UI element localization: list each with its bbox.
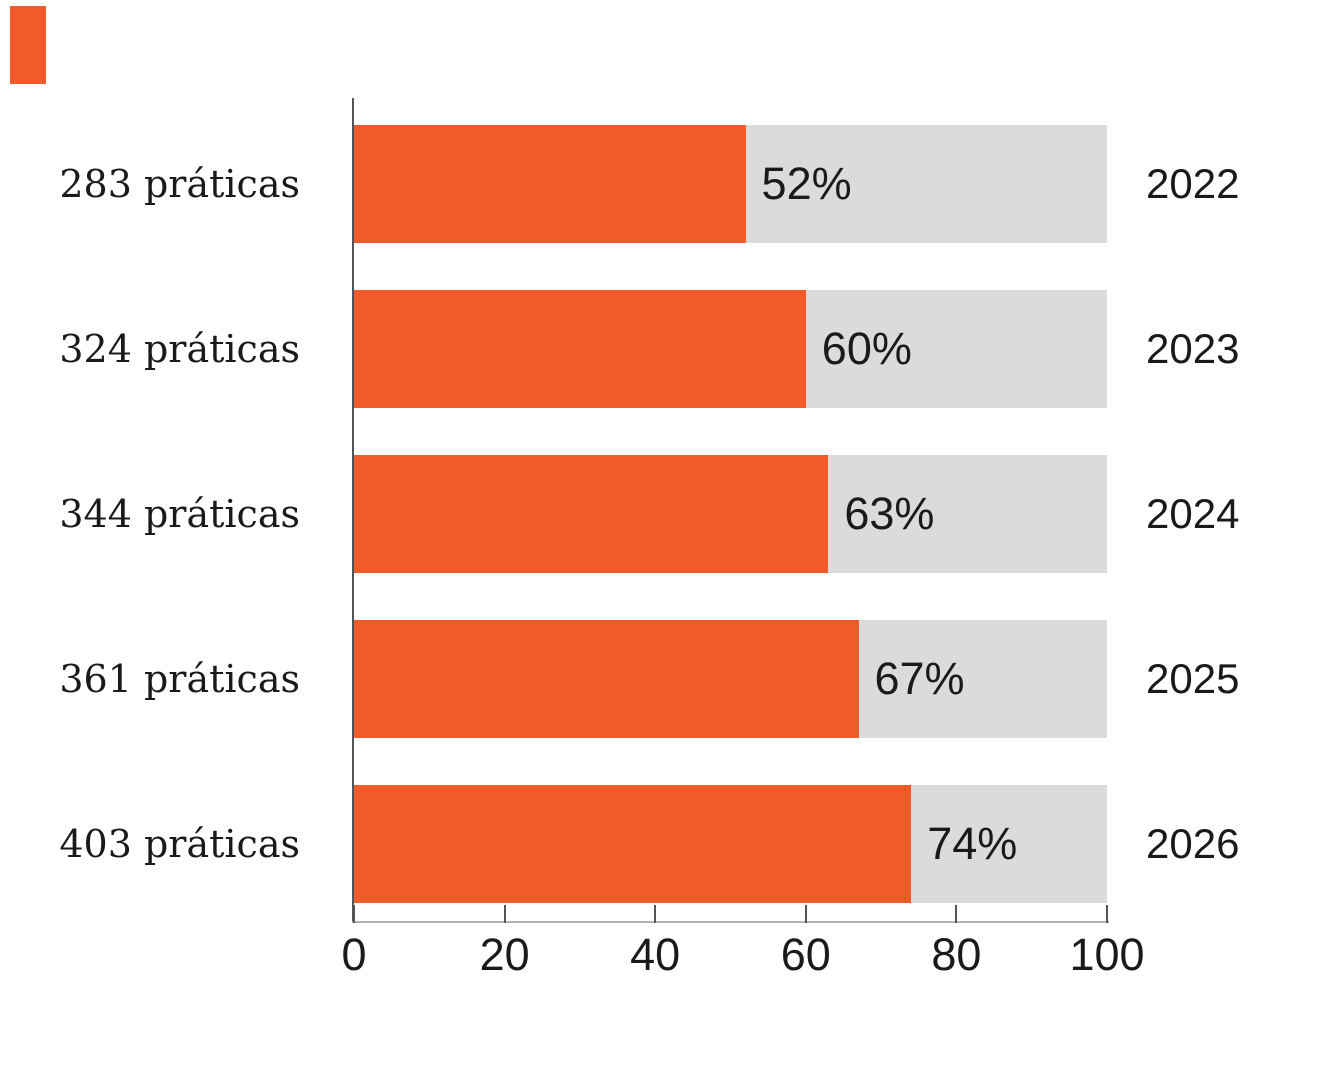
bar-row: 344 práticas 63% 2024 <box>0 455 1319 573</box>
bar-track: 60% <box>354 290 1107 408</box>
category-count-label: 361 práticas <box>59 657 300 701</box>
x-axis-tick <box>503 905 506 923</box>
bar-value-label: 67% <box>874 653 965 704</box>
category-count-label: 324 práticas <box>59 327 300 371</box>
bar-value-label: 63% <box>844 488 935 539</box>
x-axis-tick-label: 40 <box>630 929 681 980</box>
x-axis-tick-label: 80 <box>931 929 982 980</box>
year-label: 2026 <box>1146 820 1240 867</box>
bar-row: 403 práticas 74% 2026 <box>0 785 1319 903</box>
bar-fill <box>354 290 806 408</box>
bar-track: 63% <box>354 455 1107 573</box>
bar-row: 324 práticas 60% 2023 <box>0 290 1319 408</box>
year-label: 2024 <box>1146 490 1240 537</box>
x-axis-tick <box>353 905 355 923</box>
bar-track: 52% <box>354 125 1107 243</box>
year-label: 2022 <box>1146 160 1240 207</box>
x-axis-tick-label: 0 <box>341 929 367 980</box>
bar-value-label: 52% <box>761 158 852 209</box>
bar-fill <box>354 125 746 243</box>
bar-value-label: 74% <box>927 818 1018 869</box>
x-axis-tick <box>955 905 958 923</box>
year-label: 2025 <box>1146 655 1240 702</box>
x-axis-tick <box>1106 905 1108 923</box>
x-axis-tick-label: 60 <box>780 929 831 980</box>
bar-value-label: 60% <box>821 323 912 374</box>
bar-rows: 283 práticas 52% 2022 324 práticas 60% 2023 34… <box>0 125 1319 950</box>
bar-track: 67% <box>354 620 1107 738</box>
category-count-label: 283 práticas <box>59 162 300 206</box>
x-axis-line <box>352 921 1109 923</box>
y-axis-line <box>352 98 354 923</box>
bar-row: 283 práticas 52% 2022 <box>0 125 1319 243</box>
x-axis-tick <box>654 905 657 923</box>
year-label: 2023 <box>1146 325 1240 372</box>
brand-mark-square <box>10 6 46 84</box>
bar-fill <box>354 785 912 903</box>
bar-fill <box>354 620 859 738</box>
x-axis-tick-label: 100 <box>1069 929 1145 980</box>
bar-fill <box>354 455 829 573</box>
category-count-label: 403 práticas <box>59 822 300 866</box>
x-axis-tick-label: 20 <box>479 929 530 980</box>
bar-track: 74% <box>354 785 1107 903</box>
x-axis-tick <box>804 905 807 923</box>
category-count-label: 344 práticas <box>59 492 300 536</box>
bar-row: 361 práticas 67% 2025 <box>0 620 1319 738</box>
